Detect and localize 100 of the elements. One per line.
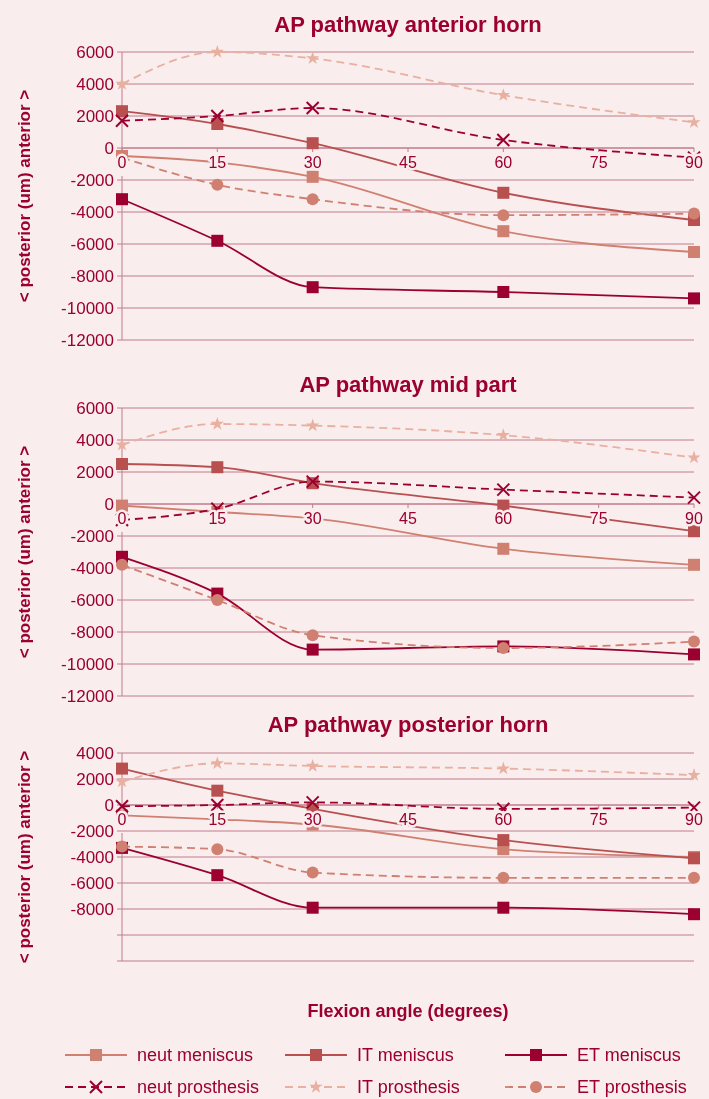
x-tick-label: 15	[208, 154, 227, 171]
point	[210, 798, 225, 812]
y-tick-label: 6000	[76, 42, 114, 62]
chart-title: AP pathway anterior horn	[274, 12, 542, 37]
point	[497, 542, 510, 555]
x-tick-label: 45	[399, 154, 417, 171]
chart-title: AP pathway posterior horn	[267, 712, 549, 737]
x-tick-label: 0	[117, 154, 127, 171]
point	[306, 193, 319, 206]
point	[210, 45, 224, 58]
point	[116, 558, 128, 571]
point	[116, 762, 128, 775]
point	[306, 643, 319, 656]
point	[497, 901, 510, 914]
x-tick-label: 90	[685, 154, 703, 171]
point	[496, 88, 510, 101]
point	[306, 51, 320, 65]
y-tick-label: -8000	[70, 899, 114, 919]
legend-label: neut meniscus	[137, 1045, 254, 1066]
point	[688, 292, 700, 305]
point	[116, 458, 128, 470]
x-axis-title: Flexion angle (degrees)	[307, 1001, 509, 1021]
point	[497, 225, 510, 238]
point	[306, 170, 319, 183]
point	[115, 437, 129, 451]
y-tick-label: -4000	[70, 558, 114, 578]
legend-label: ET meniscus	[577, 1045, 681, 1066]
x-tick-label: 90	[685, 811, 703, 828]
x-tick-label: 75	[589, 154, 608, 171]
point	[305, 795, 320, 810]
point	[306, 901, 319, 914]
legend-label: neut prosthesis	[137, 1077, 260, 1098]
point	[688, 207, 700, 220]
point	[306, 418, 320, 432]
y-tick-label: 0	[104, 494, 114, 514]
point	[688, 648, 700, 661]
y-tick-label: -2000	[70, 821, 114, 841]
point	[306, 281, 319, 294]
point	[688, 908, 700, 921]
y-tick-label: 0	[104, 138, 114, 158]
point	[115, 799, 129, 814]
point	[497, 209, 510, 222]
y-tick-label: 4000	[76, 74, 114, 94]
point	[497, 286, 510, 298]
y-tick-label: 4000	[76, 430, 114, 450]
y-axis-title: < posterior (um) anterior >	[15, 445, 34, 659]
y-tick-label: -10000	[61, 654, 114, 674]
legend-label: IT meniscus	[357, 1045, 454, 1066]
x-tick-label: 45	[399, 510, 417, 527]
point	[211, 784, 224, 797]
point	[115, 774, 129, 788]
point	[306, 866, 319, 879]
legend-label: IT prosthesis	[357, 1077, 460, 1098]
point	[496, 133, 511, 147]
point	[497, 871, 510, 884]
y-tick-label: -12000	[61, 686, 114, 706]
y-tick-label: -6000	[70, 873, 114, 893]
point	[497, 834, 510, 847]
point	[687, 490, 701, 505]
point	[496, 761, 510, 775]
point	[687, 115, 701, 129]
chart-title: AP pathway mid part	[299, 372, 518, 397]
point	[116, 105, 128, 118]
y-axis-title: < posterior (um) anterior >	[15, 89, 34, 303]
x-tick-label: 30	[303, 811, 322, 828]
point	[115, 77, 129, 90]
y-tick-label: 2000	[76, 106, 114, 126]
point	[115, 113, 129, 128]
y-tick-label: -4000	[70, 847, 114, 867]
y-tick-label: -2000	[70, 526, 114, 546]
x-tick-label: 45	[399, 811, 417, 828]
y-tick-label: -10000	[61, 298, 114, 318]
point	[210, 756, 224, 770]
y-tick-label: -8000	[70, 622, 114, 642]
point	[116, 193, 128, 206]
x-tick-label: 60	[494, 510, 513, 527]
y-tick-label: -6000	[70, 234, 114, 254]
y-tick-label: 2000	[76, 769, 114, 789]
y-tick-label: 0	[104, 795, 114, 815]
point	[210, 109, 225, 123]
y-tick-label: 2000	[76, 462, 114, 482]
point	[688, 871, 700, 884]
x-tick-label: 75	[589, 811, 608, 828]
point	[211, 869, 224, 882]
point	[687, 768, 701, 781]
point	[497, 186, 510, 199]
x-tick-label: 15	[208, 510, 227, 527]
x-tick-label: 60	[494, 154, 513, 171]
point	[496, 428, 510, 441]
point	[305, 101, 320, 115]
point	[210, 417, 224, 430]
point	[211, 461, 224, 474]
legend-label: ET prosthesis	[577, 1077, 687, 1098]
point	[306, 137, 319, 150]
x-tick-label: 60	[494, 811, 513, 828]
y-tick-label: 4000	[76, 743, 114, 763]
x-tick-label: 30	[303, 510, 322, 527]
x-tick-label: 90	[685, 510, 703, 527]
y-tick-label: -8000	[70, 266, 114, 286]
x-tick-label: 30	[303, 154, 322, 171]
